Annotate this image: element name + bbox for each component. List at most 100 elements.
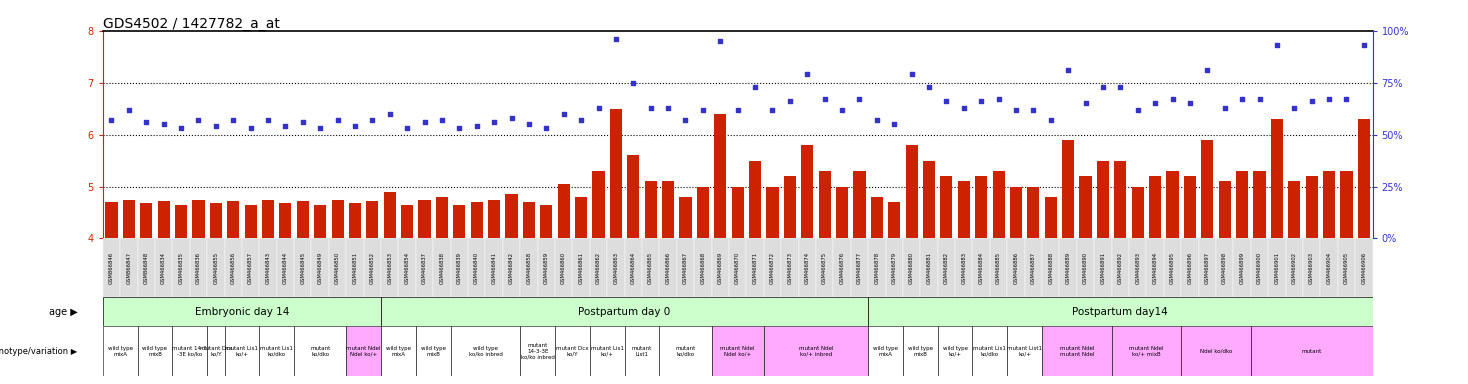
Text: GSM466842: GSM466842 (509, 252, 514, 284)
Point (1334, 96, 1358, 103)
Text: wild type
ko/+: wild type ko/+ (942, 346, 967, 357)
Bar (382, 297, 868, 326)
Text: GSM466863: GSM466863 (614, 252, 618, 284)
Point (865, 117, 888, 123)
Bar (799, 238, 816, 297)
Bar (1149, 176, 1161, 384)
Bar (1114, 161, 1126, 384)
Bar (763, 326, 868, 376)
Text: mutant
ko/dko: mutant ko/dko (675, 346, 696, 357)
Point (727, 107, 750, 113)
Bar (1271, 119, 1283, 384)
Point (900, 71, 923, 78)
Text: GSM466868: GSM466868 (700, 252, 706, 284)
Bar (294, 238, 311, 297)
Text: GSM466885: GSM466885 (997, 252, 1001, 284)
Point (552, 111, 575, 117)
Point (918, 84, 941, 90)
Point (430, 117, 454, 123)
Text: GSM466896: GSM466896 (1188, 252, 1192, 284)
Text: GSM466890: GSM466890 (1083, 252, 1088, 284)
Bar (555, 238, 573, 297)
Bar (888, 202, 900, 384)
Bar (505, 194, 518, 384)
Text: mutant Lis1
ko/dko: mutant Lis1 ko/dko (260, 346, 294, 357)
Point (257, 117, 280, 123)
Bar (677, 238, 694, 297)
Bar (763, 238, 781, 297)
Bar (103, 238, 120, 297)
Point (1283, 104, 1307, 111)
Bar (659, 326, 712, 376)
Bar (1254, 171, 1265, 384)
Text: wild type
mixA: wild type mixA (386, 346, 411, 357)
Bar (189, 238, 207, 297)
Text: GSM466858: GSM466858 (527, 252, 531, 284)
Bar (1289, 181, 1301, 384)
Bar (156, 238, 172, 297)
Text: GSM466855: GSM466855 (213, 252, 219, 284)
Bar (349, 203, 361, 384)
Text: GSM466852: GSM466852 (370, 252, 374, 284)
Point (1108, 84, 1132, 90)
Bar (1251, 326, 1373, 376)
Text: GSM466878: GSM466878 (875, 252, 879, 284)
Bar (468, 238, 486, 297)
Text: GSM466860: GSM466860 (561, 252, 567, 284)
Text: GSM466840: GSM466840 (474, 252, 479, 284)
Bar (957, 181, 970, 384)
Text: GSM466838: GSM466838 (439, 252, 445, 284)
Bar (868, 238, 885, 297)
Bar (816, 238, 834, 297)
Text: mutant Ndel
mutant Ndel: mutant Ndel mutant Ndel (1060, 346, 1094, 357)
Text: GSM866848: GSM866848 (144, 252, 148, 284)
Text: GSM466869: GSM466869 (718, 252, 722, 284)
Bar (1042, 326, 1111, 376)
Text: GSM466844: GSM466844 (283, 252, 288, 284)
Bar (627, 156, 640, 384)
Bar (364, 238, 382, 297)
Bar (868, 326, 903, 376)
Point (570, 117, 593, 123)
Point (831, 107, 854, 113)
Point (117, 107, 141, 113)
Bar (487, 200, 501, 384)
Bar (297, 201, 308, 384)
Point (969, 98, 992, 104)
Bar (207, 238, 225, 297)
Point (1144, 100, 1167, 106)
Bar (697, 187, 709, 384)
Text: GSM466870: GSM466870 (735, 252, 740, 284)
Bar (210, 203, 222, 384)
Point (760, 107, 784, 113)
Bar (903, 238, 920, 297)
Text: mutant Ndel
Ndel ko/+: mutant Ndel Ndel ko/+ (346, 346, 380, 357)
Point (222, 117, 245, 123)
Bar (415, 238, 433, 297)
Point (1248, 96, 1271, 103)
Text: mutant Ndel
Ndel ko/+: mutant Ndel Ndel ko/+ (721, 346, 755, 357)
Bar (766, 187, 778, 384)
Point (709, 38, 733, 44)
Bar (1340, 171, 1352, 384)
Point (1091, 84, 1114, 90)
Bar (157, 201, 170, 384)
Point (1317, 96, 1340, 103)
Bar (558, 184, 570, 384)
Bar (903, 326, 938, 376)
Bar (329, 238, 346, 297)
Text: GSM466882: GSM466882 (944, 252, 948, 284)
Bar (590, 238, 608, 297)
Bar (1060, 238, 1078, 297)
Text: wild type
mixB: wild type mixB (421, 346, 446, 357)
Bar (418, 200, 430, 384)
Bar (192, 200, 204, 384)
Bar (802, 145, 813, 384)
Point (169, 125, 192, 131)
Bar (1007, 238, 1025, 297)
Bar (228, 201, 239, 384)
Text: GSM466862: GSM466862 (596, 252, 600, 284)
Text: GSM466888: GSM466888 (1048, 252, 1053, 284)
Bar (975, 176, 988, 384)
Point (1301, 98, 1324, 104)
